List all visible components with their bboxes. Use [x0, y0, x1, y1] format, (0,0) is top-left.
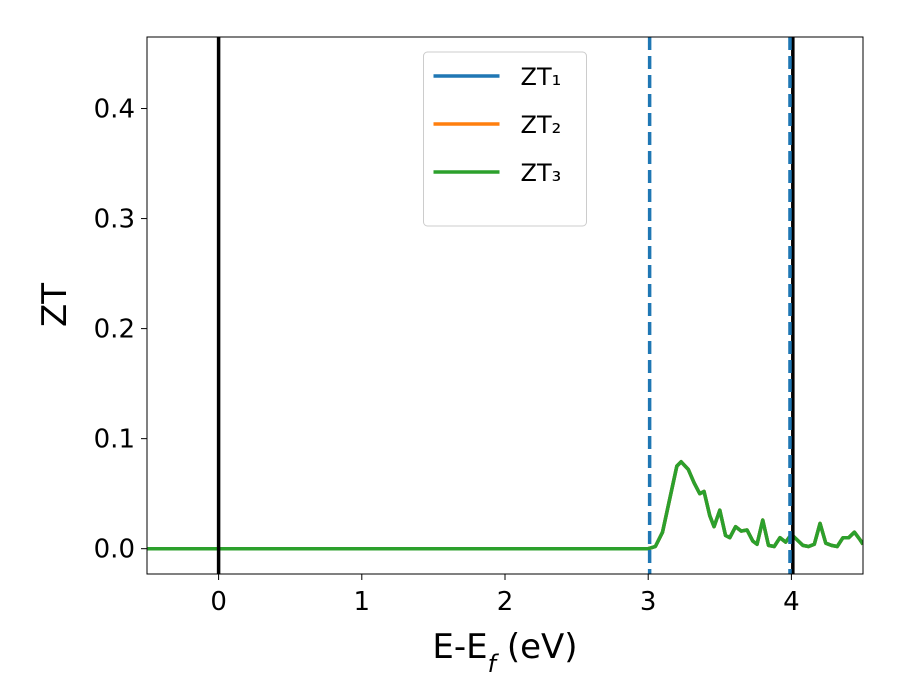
x-tick-label: 3	[640, 587, 657, 617]
legend-label: ZT₂	[521, 111, 562, 139]
y-tick-label: 0.2	[94, 315, 135, 345]
plot	[147, 37, 863, 574]
y-axis-label: ZT	[35, 283, 75, 327]
x-tick-label: 0	[210, 587, 227, 617]
series-line	[147, 460, 863, 551]
x-tick-label: 2	[497, 587, 514, 617]
y-tick-label: 0.4	[94, 95, 135, 125]
y-tick-label: 0.1	[94, 425, 135, 455]
y-tick-label: 0.0	[94, 535, 135, 565]
x-tick-label: 1	[354, 587, 371, 617]
x-tick-label: 4	[783, 587, 800, 617]
x-axis-label: E-Ef (eV)	[432, 627, 577, 678]
legend-box	[423, 51, 587, 227]
series-line	[147, 460, 863, 551]
legend-label: ZT₃	[521, 159, 562, 187]
series-line	[147, 460, 863, 551]
legend-label: ZT₁	[521, 63, 562, 91]
plot-frame	[146, 36, 864, 575]
y-tick-label: 0.3	[94, 205, 135, 235]
